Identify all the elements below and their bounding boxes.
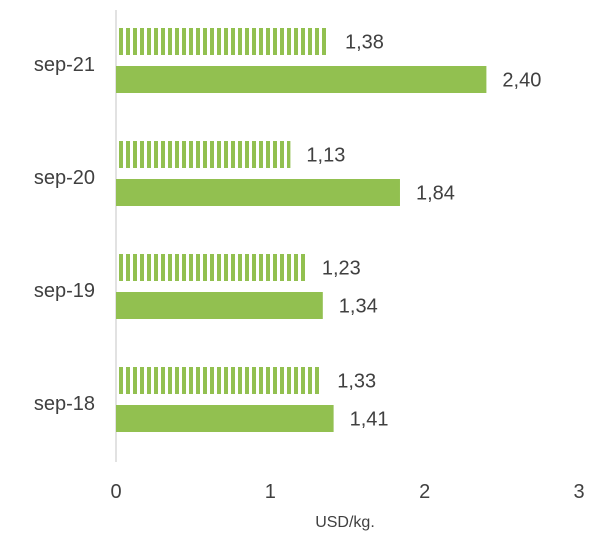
bar-solid: [116, 179, 400, 206]
category-label: sep-21: [34, 54, 95, 76]
data-label: 1,38: [345, 32, 384, 54]
x-tick-labels: 0 1 2 3: [110, 481, 584, 503]
x-axis-title: USD/kg.: [315, 514, 375, 531]
bar-striped: [116, 254, 306, 281]
data-label: 1,84: [416, 183, 455, 205]
x-tick-label: 0: [110, 481, 121, 503]
x-tick-label: 2: [419, 481, 430, 503]
data-label: 2,40: [502, 70, 541, 92]
data-label: 1,23: [322, 258, 361, 280]
bar-striped: [116, 141, 291, 168]
data-label: 1,33: [337, 371, 376, 393]
data-label: 1,34: [339, 296, 378, 318]
bar-solid: [116, 292, 323, 319]
category-label: sep-18: [34, 393, 95, 415]
category-label: sep-19: [34, 280, 95, 302]
category-label: sep-20: [34, 167, 95, 189]
data-label: 1,41: [350, 409, 389, 431]
category-labels: sep-21 sep-20 sep-19 sep-18: [34, 54, 95, 415]
data-label: 1,13: [306, 145, 345, 167]
bar-solid: [116, 66, 487, 93]
x-tick-label: 1: [265, 481, 276, 503]
bar-striped: [116, 367, 322, 394]
bar-solid: [116, 405, 334, 432]
x-tick-label: 3: [573, 481, 584, 503]
bar-striped: [116, 28, 329, 55]
bars-group: 1,38 2,40 1,13 1,84 1,23 1,34 1,33 1,41: [116, 28, 541, 432]
